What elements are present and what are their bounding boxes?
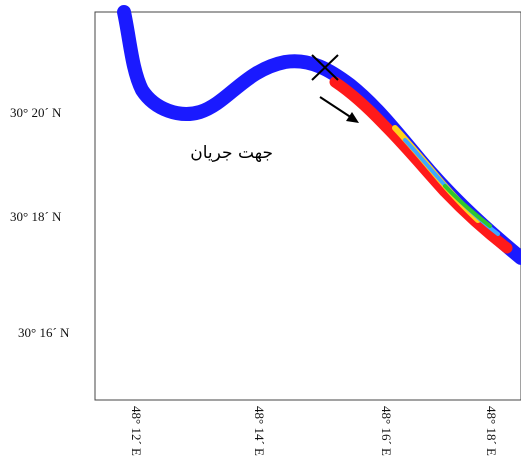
river-channel xyxy=(117,5,521,265)
lat-label-30-16: 30° 16´ N xyxy=(18,325,70,340)
lon-label-48-18: 48° 18´ E xyxy=(484,406,499,456)
discharge-point-cross-icon xyxy=(311,54,339,81)
map-frame xyxy=(94,11,521,401)
lon-label-48-14: 48° 14´ E xyxy=(252,406,267,456)
lat-label-30-18: 30° 18´ N xyxy=(10,209,62,224)
plume-outer xyxy=(329,76,513,254)
flow-direction-arrow-icon xyxy=(319,96,359,123)
plume-inner xyxy=(443,184,492,228)
flow-direction-label: جهت جریان xyxy=(190,143,273,163)
lon-label-48-12: 48° 12´ E xyxy=(129,406,144,456)
lon-label-48-16: 48° 16´ E xyxy=(379,406,394,456)
lat-label-30-20: 30° 20´ N xyxy=(10,105,62,120)
